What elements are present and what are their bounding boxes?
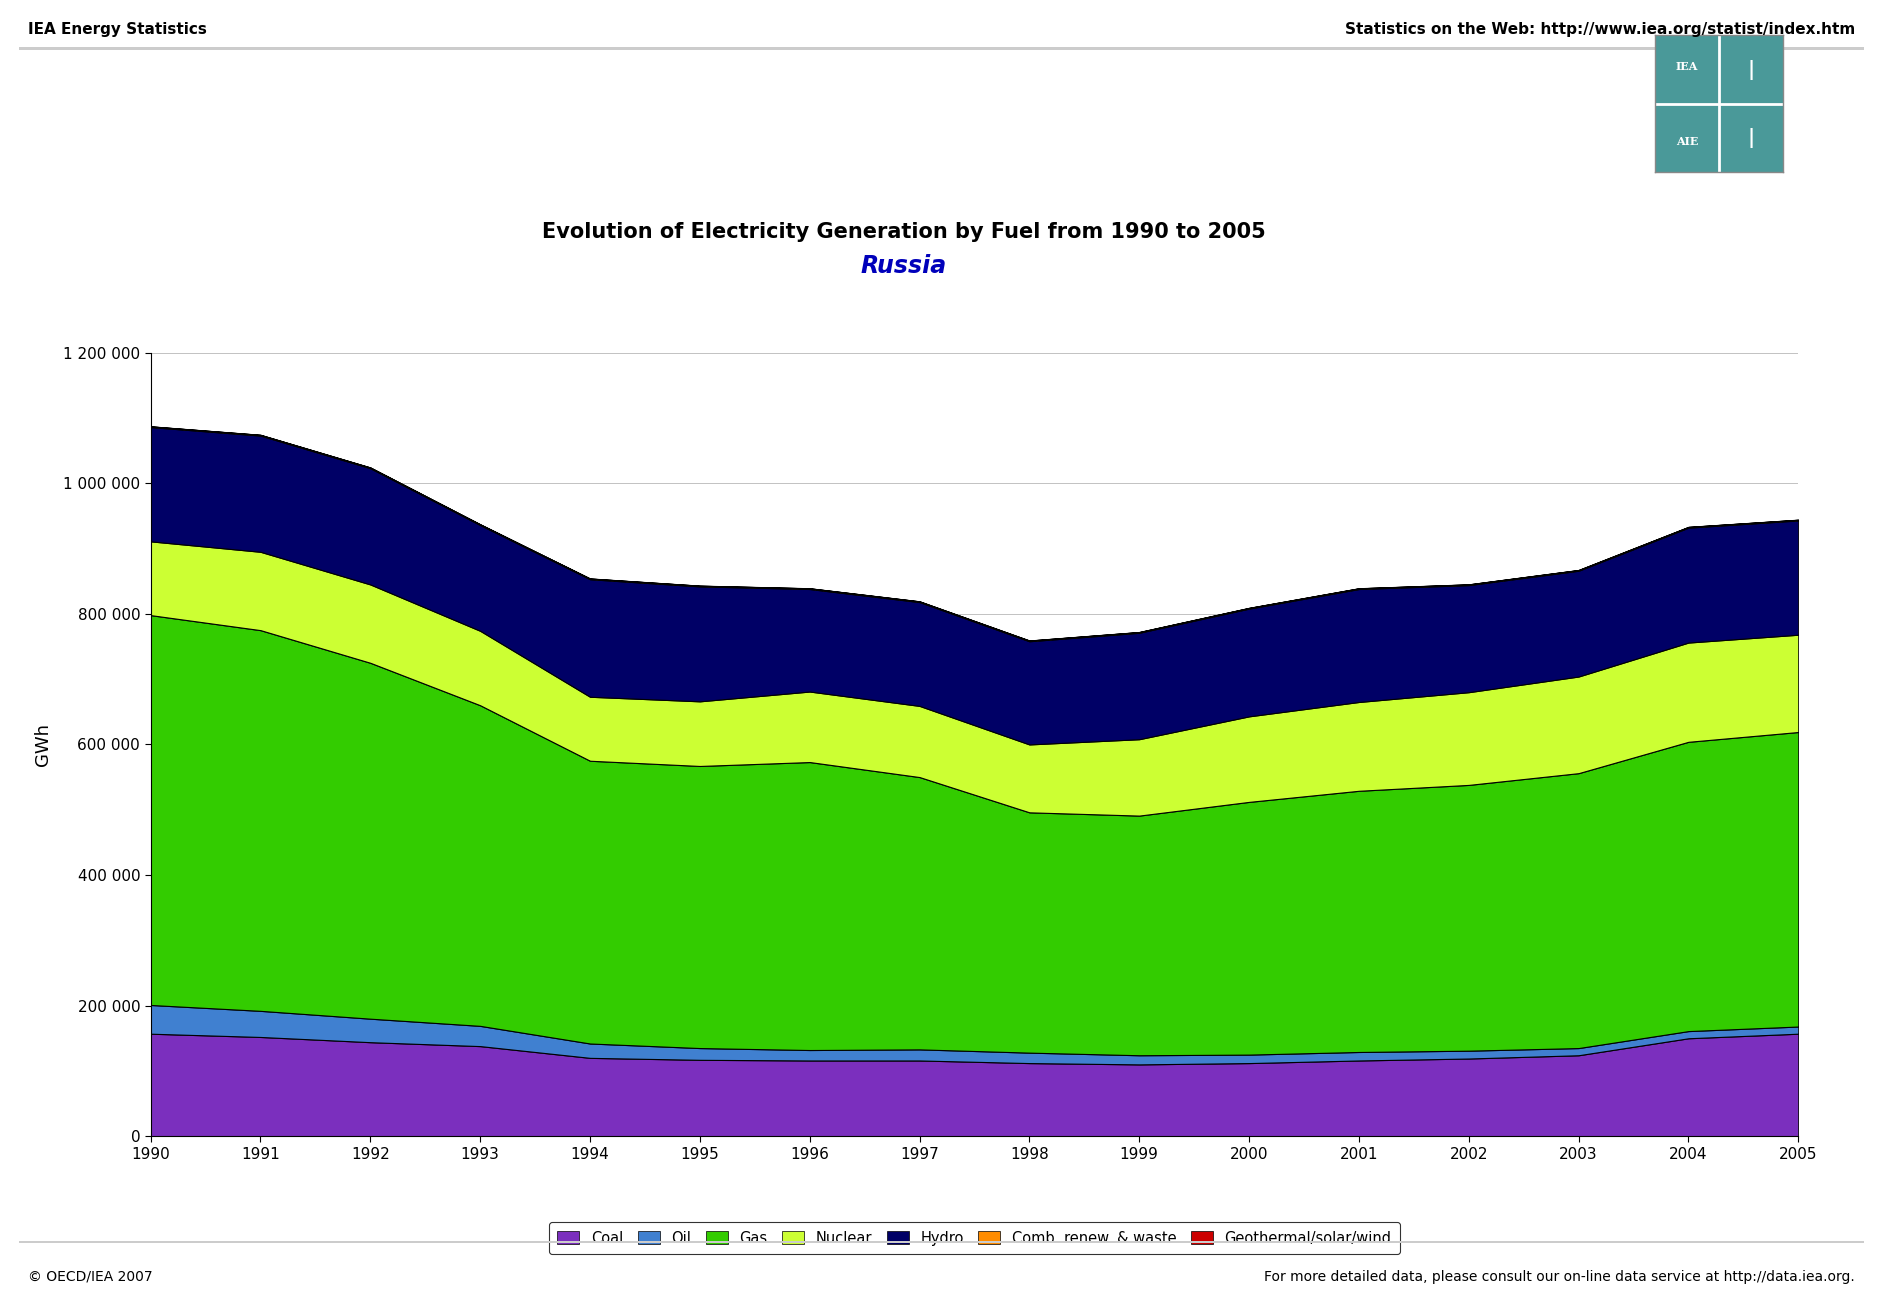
Text: Evolution of Electricity Generation by Fuel from 1990 to 2005: Evolution of Electricity Generation by F… <box>542 222 1265 242</box>
Text: © OECD/IEA 2007: © OECD/IEA 2007 <box>28 1269 152 1284</box>
Legend: Coal, Oil, Gas, Nuclear, Hydro, Comb. renew. & waste, Geothermal/solar/wind: Coal, Oil, Gas, Nuclear, Hydro, Comb. re… <box>548 1222 1400 1254</box>
Text: IEA Energy Statistics: IEA Energy Statistics <box>28 22 207 37</box>
Text: Statistics on the Web: http://www.iea.org/statist/index.htm: Statistics on the Web: http://www.iea.or… <box>1344 22 1854 37</box>
Text: |: | <box>1746 128 1754 148</box>
Y-axis label: GWh: GWh <box>34 724 53 765</box>
Text: AIE: AIE <box>1675 136 1698 148</box>
Text: IEA: IEA <box>1675 60 1698 72</box>
Text: For more detailed data, please consult our on-line data service at http://data.i: For more detailed data, please consult o… <box>1263 1269 1854 1284</box>
Text: Russia: Russia <box>860 255 947 278</box>
Text: |: | <box>1746 60 1754 80</box>
